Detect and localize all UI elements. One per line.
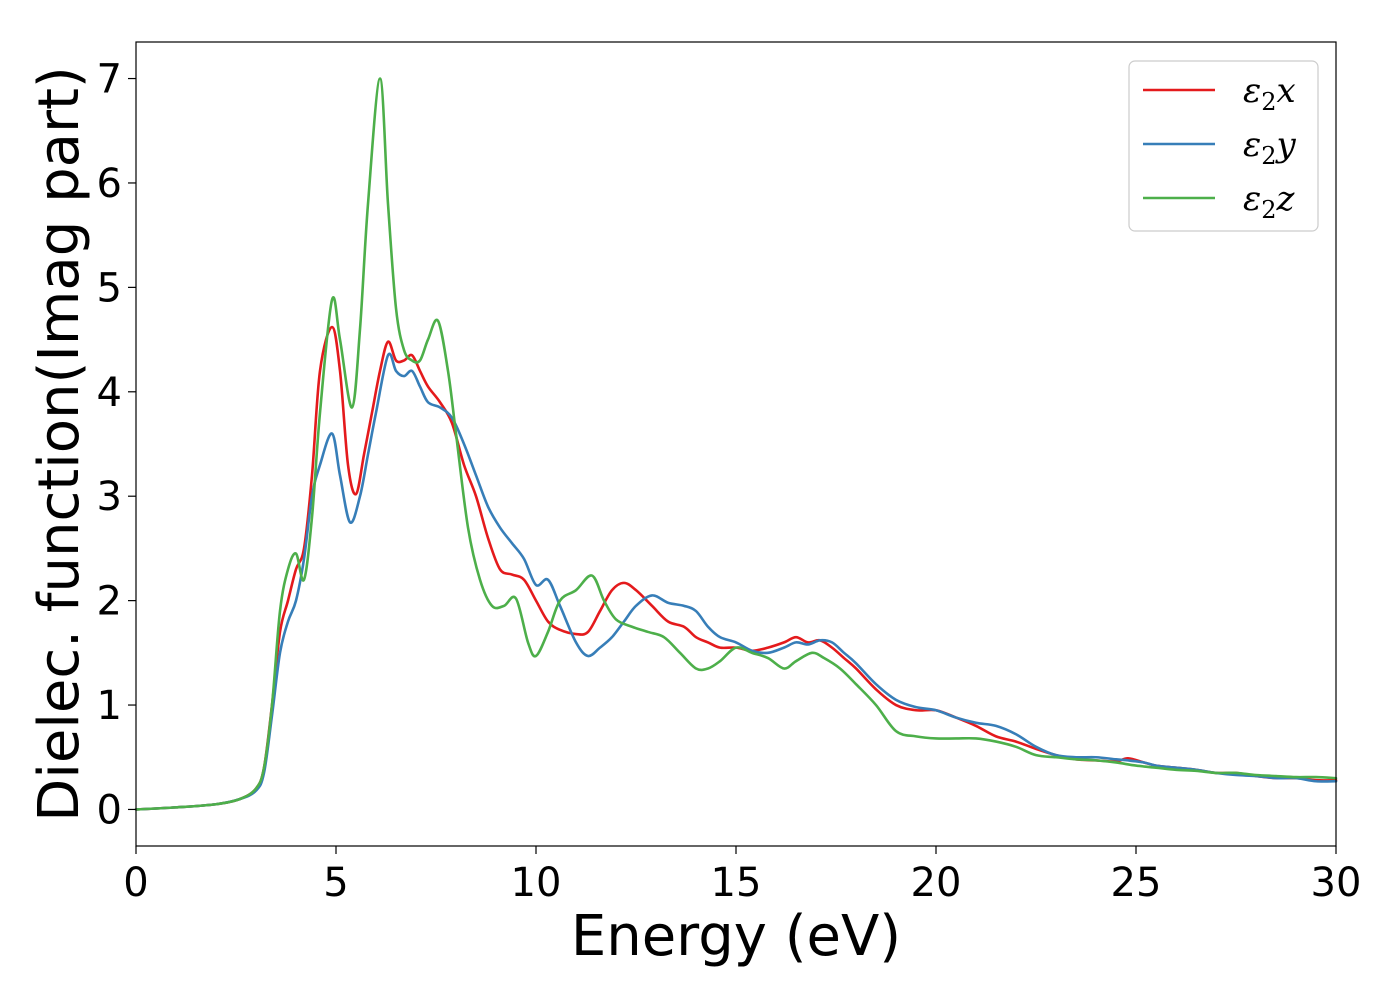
y-tick-label: 1 xyxy=(97,683,122,729)
x-tick-label: 10 xyxy=(511,860,562,906)
legend-label-suffix: z xyxy=(1276,179,1296,219)
legend-label-y: ε2y xyxy=(1243,125,1297,170)
legend-label-suffix: y xyxy=(1275,125,1297,165)
y-axis: 0 1 2 3 4 5 6 7 xyxy=(97,57,136,833)
legend-label-suffix: x xyxy=(1277,71,1296,111)
y-tick-label: 0 xyxy=(97,787,122,833)
legend-label-z: ε2z xyxy=(1243,179,1296,224)
legend-label-subscript: 2 xyxy=(1261,142,1276,170)
y-tick-label: 2 xyxy=(97,579,122,625)
x-tick-label: 30 xyxy=(1311,860,1362,906)
legend-label-x: ε2x xyxy=(1243,71,1296,116)
x-tick-label: 15 xyxy=(711,860,762,906)
legend-label-subscript: 2 xyxy=(1261,196,1276,224)
y-tick-label: 7 xyxy=(97,57,122,103)
x-tick-label: 20 xyxy=(911,860,962,906)
x-axis: 0 5 10 15 20 25 30 xyxy=(123,846,1361,906)
x-tick-label: 5 xyxy=(323,860,348,906)
y-tick-label: 5 xyxy=(97,265,122,311)
legend-label-subscript: 2 xyxy=(1261,88,1276,116)
y-tick-label: 6 xyxy=(97,161,122,207)
legend-label-base: ε xyxy=(1243,179,1261,219)
y-axis-title: Dielec. function(Imag part) xyxy=(27,66,92,822)
series-layer xyxy=(134,77,1338,811)
y-tick-label: 4 xyxy=(97,370,122,416)
legend-label-base: ε xyxy=(1243,71,1261,111)
y-tick-label: 3 xyxy=(97,474,122,520)
x-tick-label: 25 xyxy=(1111,860,1162,906)
series-line-z xyxy=(134,77,1338,811)
series-line-y xyxy=(134,352,1338,811)
x-axis-title: Energy (eV) xyxy=(571,904,901,969)
legend-label-base: ε xyxy=(1243,125,1261,165)
legend-box xyxy=(1128,60,1319,232)
x-tick-label: 0 xyxy=(123,860,148,906)
